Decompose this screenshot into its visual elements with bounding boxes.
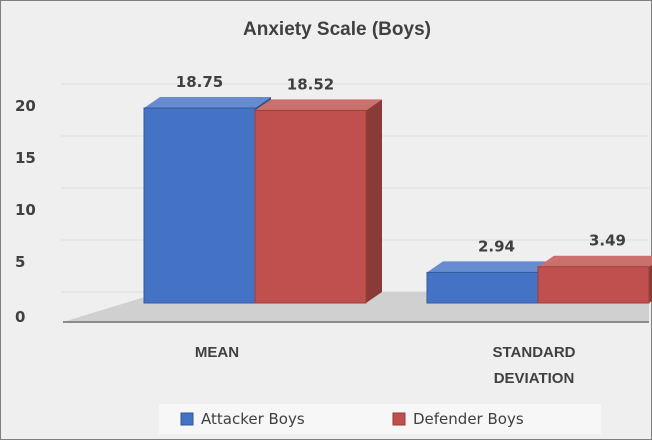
- bar: [254, 99, 382, 304]
- bar-top: [255, 99, 382, 111]
- bar-top: [427, 261, 554, 273]
- chart-title: Anxiety Scale (Boys): [243, 19, 431, 40]
- bar-front: [143, 107, 256, 304]
- bar-top: [144, 97, 271, 108]
- y-tick-label: 15: [15, 149, 36, 167]
- legend-label: Attacker Boys: [201, 410, 305, 428]
- data-label: 18.52: [287, 75, 334, 93]
- bar-top: [538, 255, 652, 267]
- x-category-label: STANDARD: [492, 344, 575, 361]
- bar-front: [426, 271, 539, 304]
- legend: [159, 404, 601, 434]
- x-category-label: DEVIATION: [494, 370, 575, 387]
- legend-swatch: [392, 412, 406, 426]
- data-label: 3.49: [589, 232, 626, 250]
- y-tick-label: 10: [15, 201, 36, 219]
- bar-side: [366, 99, 382, 303]
- data-label: 2.94: [478, 237, 515, 255]
- bar: [143, 97, 271, 304]
- bar-side: [649, 264, 652, 303]
- bar: [537, 255, 652, 304]
- bar: [426, 261, 554, 304]
- data-label: 18.75: [176, 73, 223, 91]
- y-tick-label: 20: [15, 97, 36, 115]
- y-tick-label: 0: [15, 308, 25, 326]
- legend-swatch: [180, 412, 194, 426]
- y-tick-label: 5: [15, 253, 25, 271]
- x-category-label: MEAN: [195, 344, 239, 361]
- bar-front: [254, 109, 367, 304]
- bar-front: [537, 266, 650, 304]
- legend-label: Defender Boys: [413, 410, 524, 428]
